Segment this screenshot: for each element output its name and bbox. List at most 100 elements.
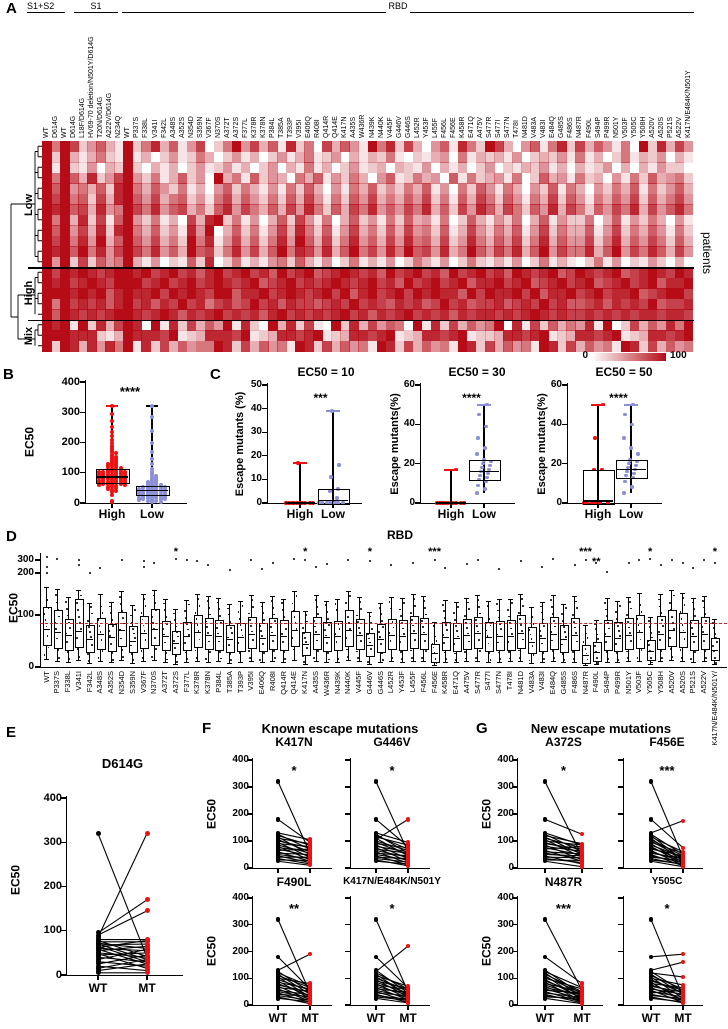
b-scatter-dot [158,499,163,504]
d-dot [659,639,661,642]
heatmap-cell [602,340,613,352]
d-dot [272,613,275,616]
d-dot [316,606,318,608]
d-whisker-cap [259,601,265,603]
heatmap-cell [231,340,242,352]
heatmap-cell [494,183,504,194]
heatmap-cell [331,193,341,205]
heatmap-cell [593,141,604,152]
heatmap-cell [421,172,432,184]
heatmap-cell [69,298,79,310]
d-dot [392,626,395,629]
d-dot [164,609,166,611]
heatmap-cell [512,267,522,278]
heatmap-cell [313,172,323,184]
heatmap-cell [268,340,278,352]
heatmap-cell [159,277,170,289]
d-dot [205,658,208,661]
d-median [635,632,643,634]
heatmap-cell [430,214,441,226]
heatmap-cell [304,235,314,247]
d-x-label: Y505C [645,671,655,694]
heatmap-cell [96,193,106,205]
d-dot [508,650,510,653]
d-dot [140,611,143,614]
d-dot [75,602,78,604]
heatmap-cell [638,298,649,310]
heatmap-cell [204,204,215,215]
heatmap-cell [457,151,468,163]
d-whisker-cap [194,593,200,595]
d-dot [195,618,198,621]
heatmap-cell [503,277,513,289]
heatmap-cell [548,172,558,184]
d-dot [390,650,393,653]
d-dot [101,612,104,615]
b-scatter-dot [110,485,114,490]
x-axis-tick [277,1006,279,1010]
heatmap-cell [268,277,278,289]
heatmap-cell [684,257,694,268]
heatmap-cell [629,319,640,331]
paired-mt-dot [307,844,313,849]
heatmap-cell [430,319,441,331]
d-outlier-dot [77,564,80,567]
d-dot [239,624,242,627]
heatmap-cell [457,277,468,289]
d-dot [521,638,524,641]
paired-mt-dot [579,849,585,854]
heatmap-cell [557,309,567,320]
d-whisker-cap [529,606,535,608]
d-dot [196,624,199,627]
heatmap-cell [421,183,432,194]
d-median [226,639,234,641]
heatmap-cell [476,193,486,205]
heatmap-cell [421,214,432,226]
d-dot [530,610,533,613]
heatmap-cell [42,319,52,331]
y-axis-tick [80,472,85,474]
heatmap-cell [295,162,305,173]
heatmap-cell [268,183,278,194]
paired-title: Y505C [651,876,683,887]
d-median [204,635,212,637]
heatmap-cell [123,298,133,310]
d-whisker-cap [216,597,222,599]
b-scatter-dot [158,490,163,495]
heatmap-cell [629,288,640,299]
d-dot [593,641,596,644]
heatmap-cell [213,298,224,310]
heatmap-cell [286,225,296,236]
c-whisker-cap [293,461,307,465]
d-dot [562,652,564,655]
heatmap-cell [548,193,558,205]
heatmap-cell [656,225,667,236]
heatmap-cell [132,246,142,257]
d-dot [249,619,252,622]
paired-mt-dot [307,999,313,1004]
heatmap-cell [683,235,694,247]
heatmap-cell [494,141,504,152]
d-dot [359,632,362,635]
heatmap-cell [376,162,387,173]
heatmap-cell [304,141,314,152]
d-dot [571,614,574,616]
heatmap-cell [584,288,595,299]
paired-ylabel: EC50 [8,864,23,896]
heatmap-cell [566,141,576,152]
heatmap-cell [177,193,188,205]
y-axis-tick [345,867,350,869]
heatmap-cell [177,277,188,289]
y-axis-tick [80,502,85,504]
d-whisker-cap [464,597,470,599]
heatmap-cell [222,309,233,320]
heatmap-cell [114,141,124,152]
d-whisker-cap [475,660,481,662]
heatmap-cell [394,267,405,278]
heatmap-cell [557,298,567,310]
heatmap-cell [340,340,350,352]
d-dot [142,624,145,627]
heatmap-cell [186,183,197,194]
heatmap-cell [448,162,459,173]
heatmap-cell [394,214,405,226]
